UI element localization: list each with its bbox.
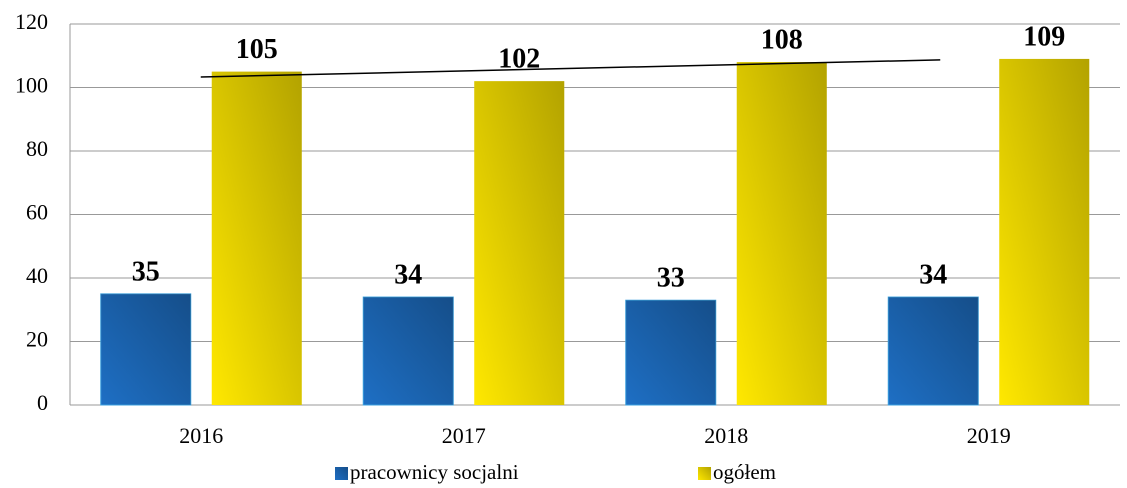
legend-label: pracownicy socjalni	[350, 460, 519, 484]
bar-shade	[363, 297, 454, 405]
bar-shade	[999, 58, 1090, 406]
y-tick-label: 40	[26, 263, 48, 288]
bar-shade	[100, 293, 191, 405]
data-label: 33	[657, 263, 685, 294]
legend-label: ogółem	[713, 460, 776, 484]
y-tick-label: 120	[15, 9, 48, 34]
data-label: 35	[132, 256, 160, 287]
data-label: 34	[394, 259, 422, 290]
data-label: 108	[761, 25, 803, 56]
bar-shade	[211, 71, 302, 405]
y-tick-label: 60	[26, 200, 48, 225]
x-tick-label: 2017	[442, 423, 486, 448]
x-tick-label: 2019	[967, 423, 1011, 448]
x-tick-label: 2018	[704, 423, 748, 448]
data-label: 34	[919, 259, 947, 290]
bar-shade	[888, 297, 979, 405]
y-tick-label: 80	[26, 136, 48, 161]
data-label: 105	[236, 34, 278, 65]
data-label: 109	[1023, 21, 1065, 52]
y-tick-label: 100	[15, 73, 48, 98]
y-tick-label: 0	[37, 390, 48, 415]
y-tick-label: 20	[26, 327, 48, 352]
bar-shade	[474, 81, 565, 406]
legend-swatch-shade	[698, 467, 711, 480]
legend-swatch-shade	[335, 467, 348, 480]
x-tick-label: 2016	[179, 423, 223, 448]
trendline	[200, 59, 941, 78]
bar-shade	[625, 300, 716, 405]
bar-shade	[736, 62, 827, 405]
